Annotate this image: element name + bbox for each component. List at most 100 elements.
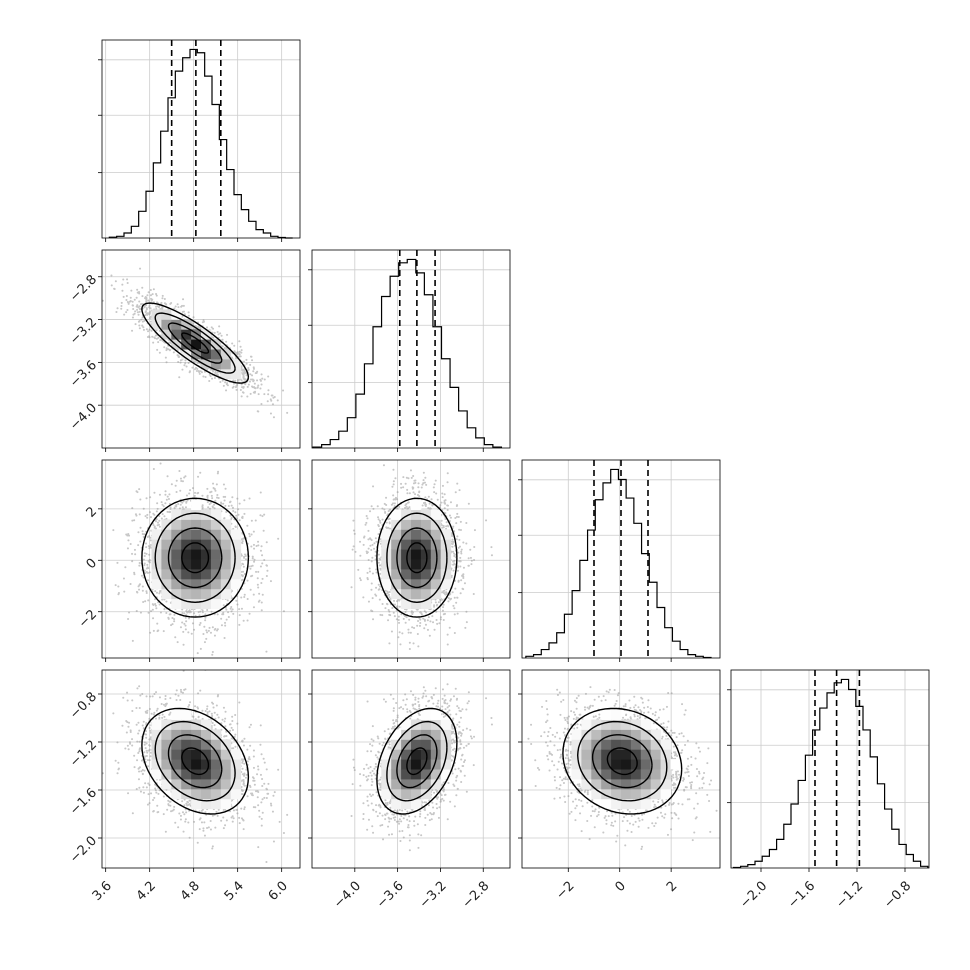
density-cell [210, 798, 222, 810]
density-cell [591, 759, 602, 770]
density-cell [611, 759, 622, 770]
density-cell [181, 719, 192, 730]
density-cell [611, 719, 622, 730]
density-cell [181, 519, 192, 530]
density-cell [191, 529, 202, 540]
density-cell [411, 529, 422, 540]
density-cell [630, 729, 642, 740]
density-cell [601, 709, 612, 720]
density-cell [230, 778, 242, 790]
density-cell [230, 559, 242, 570]
density-cell [210, 749, 222, 760]
histogram-panel-0 [98, 39, 301, 242]
density-cell [420, 709, 432, 720]
density-cell [151, 559, 162, 570]
density-cell [430, 578, 442, 590]
density-cell [201, 349, 212, 360]
density-cell [401, 769, 412, 780]
contour-3 [562, 707, 683, 815]
density-cell [220, 529, 232, 540]
density-cell [201, 749, 212, 760]
contour-2 [386, 720, 448, 802]
density-cell [630, 759, 642, 770]
density-cell [210, 568, 222, 580]
density-cell [191, 509, 202, 520]
density-cell [440, 568, 452, 580]
contour-2 [386, 512, 448, 604]
density-cell [220, 759, 232, 770]
density-cell [611, 709, 622, 720]
density-cell [611, 778, 622, 790]
density-cell [230, 368, 242, 380]
density-cell [411, 798, 422, 810]
density-cell [571, 769, 582, 780]
density-cell [191, 578, 202, 590]
density-cell [201, 788, 212, 800]
density-cell [151, 739, 162, 750]
density-cell [401, 749, 412, 760]
density-cell [201, 598, 212, 609]
density-cell [191, 778, 202, 790]
density-cell [181, 559, 192, 570]
density-cell [630, 798, 642, 810]
density-cell [171, 568, 182, 580]
scatter-panel-1-0: −4.0 −3.6 −3.2 −2.8 [67, 249, 301, 452]
contour-1 [167, 322, 223, 364]
density-cell [161, 329, 172, 340]
histogram-step-3 [732, 678, 929, 869]
panel-frame [521, 459, 721, 659]
density-cell [201, 778, 212, 790]
scatter-panel-2-1 [308, 459, 511, 662]
density-cell [640, 729, 652, 740]
density-cell [230, 568, 242, 580]
density-cell [621, 798, 632, 810]
density-cell [181, 539, 192, 550]
contour-1 [167, 734, 223, 789]
density-cell [230, 788, 242, 800]
density-cell [401, 559, 412, 570]
contour-2 [154, 312, 236, 374]
x-tick-label-1-1: −3.6 [374, 879, 407, 912]
density-cell [230, 539, 242, 550]
density-cell [171, 549, 182, 560]
density-cell [591, 788, 602, 800]
density-cell [151, 578, 162, 590]
density-cell [201, 358, 212, 370]
y-tick-label-3-2: −1.2 [67, 737, 100, 770]
density-cell [210, 529, 222, 540]
density-cell [220, 349, 232, 360]
scatter-panel-3-1: −4.0 −3.6 −3.2 −2.8 [308, 669, 511, 912]
density-cell [210, 598, 222, 609]
density-cell [621, 729, 632, 740]
density-cell [650, 778, 662, 790]
panel-content [527, 686, 718, 850]
density-cell [591, 769, 602, 780]
density-cell [430, 719, 442, 730]
density-cell [401, 509, 412, 520]
density-cell [601, 778, 612, 790]
density-cell [220, 578, 232, 590]
density-cell [401, 519, 412, 530]
density-cell [381, 749, 392, 760]
density-cell [181, 788, 192, 800]
density-cell [230, 769, 242, 780]
density-cell [201, 729, 212, 740]
density-cell [210, 549, 222, 560]
density-cell [411, 778, 422, 790]
density-cell [181, 339, 192, 350]
density-cell [411, 739, 422, 750]
density-cell [391, 778, 402, 790]
density-cell [581, 729, 592, 740]
density-cell [161, 759, 172, 770]
contour-1 [396, 734, 438, 789]
density-cell [210, 519, 222, 530]
density-cell [191, 719, 202, 730]
density-cell [201, 588, 212, 600]
density-cell [171, 509, 182, 520]
density-cell [381, 539, 392, 550]
density-cell [411, 499, 422, 510]
density-cell [440, 759, 452, 770]
density-cell [401, 529, 412, 540]
contour-0 [406, 747, 428, 776]
density-cell [420, 739, 432, 750]
